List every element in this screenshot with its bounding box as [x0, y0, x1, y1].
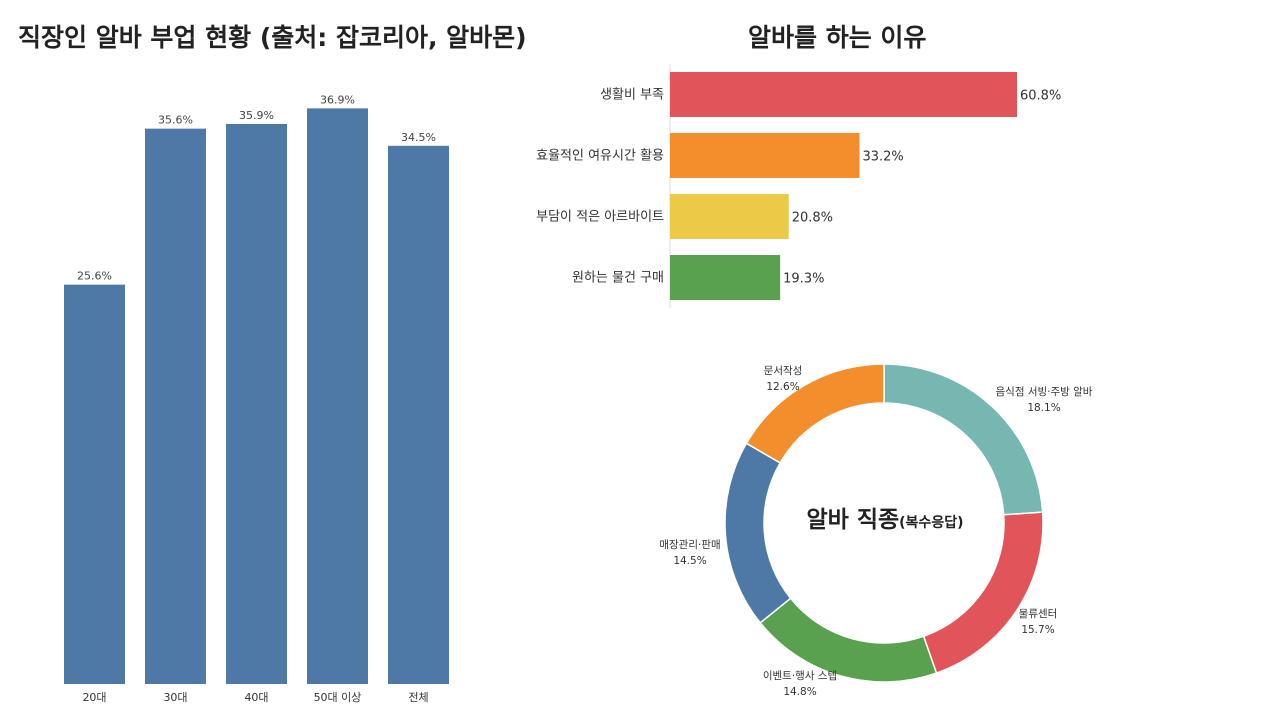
age-bar: [226, 123, 287, 684]
age-tick-label: 전체: [408, 691, 428, 704]
age-bar-value-label: 25.6%: [77, 270, 112, 283]
age-bar-value-label: 35.9%: [239, 109, 274, 122]
reason-category-label: 원하는 물건 구매: [572, 271, 664, 286]
job-type-name-label: 문서작성: [764, 365, 803, 377]
age-tick-label: 40대: [244, 691, 268, 704]
job-type-slice: [745, 363, 885, 464]
job-type-value-label: 12.6%: [766, 381, 799, 393]
age-bar: [388, 145, 449, 685]
job-type-name-label: 매장관리·판매: [659, 539, 720, 551]
donut-center-label: 알바 직종(복수응답): [760, 500, 1010, 534]
age-tick-label: 30대: [163, 691, 187, 704]
reason-bar: [670, 255, 781, 300]
reason-value-label: 33.2%: [862, 150, 903, 165]
job-type-name-label: 음식점 서빙·주방 알바: [996, 386, 1093, 398]
job-type-value-label: 14.8%: [783, 686, 816, 698]
age-tick-label: 20대: [82, 691, 106, 704]
age-bar-value-label: 36.9%: [320, 93, 355, 106]
right-chart-title: 알바를 하는 이유: [748, 23, 927, 52]
job-type-value-label: 15.7%: [1021, 624, 1054, 636]
donut-center-main: 알바 직종: [806, 507, 900, 533]
age-bar: [145, 128, 206, 684]
reason-value-label: 19.3%: [783, 272, 824, 287]
reason-bar: [670, 133, 860, 178]
reason-category-label: 효율적인 여유시간 활용: [536, 149, 664, 164]
job-type-value-label: 14.5%: [673, 555, 706, 567]
job-type-name-label: 이벤트·행사 스텝: [763, 670, 837, 682]
job-type-value-label: 18.1%: [1027, 402, 1060, 414]
age-tick-label: 50대 이상: [314, 691, 362, 704]
reason-bar: [670, 194, 789, 239]
reason-value-label: 60.8%: [1020, 89, 1061, 104]
job-type-slice: [922, 511, 1044, 675]
age-bar-value-label: 34.5%: [401, 131, 436, 144]
left-chart-title: 직장인 알바 부업 현황 (출처: 잡코리아, 알바몬): [18, 23, 527, 52]
age-bar: [64, 284, 125, 684]
reason-category-label: 부담이 적은 아르바이트: [536, 210, 664, 225]
age-bar-value-label: 35.6%: [158, 114, 193, 127]
donut-center-sub: (복수응답): [899, 515, 964, 531]
reason-bar: [670, 72, 1017, 117]
reason-value-label: 20.8%: [792, 211, 833, 226]
job-type-name-label: 물류센터: [1019, 608, 1058, 620]
age-bar: [307, 108, 368, 685]
reason-category-label: 생활비 부족: [600, 88, 664, 103]
